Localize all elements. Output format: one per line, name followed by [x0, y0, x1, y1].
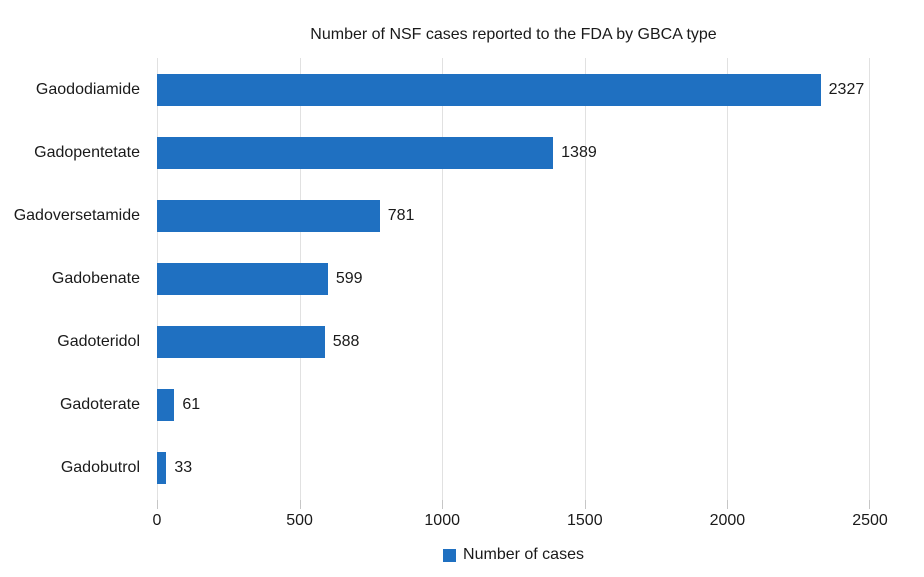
bar-row: 588: [157, 311, 870, 374]
category-axis: Gaododiamide Gadopentetate Gadoversetamide…: [0, 58, 148, 500]
x-axis-tick-label: 0: [152, 512, 162, 529]
x-axis-tick-label: 2000: [709, 512, 746, 529]
x-axis-tick-label: 1500: [567, 512, 603, 529]
x-axis-tick-label: 500: [286, 512, 313, 529]
legend-label: Number of cases: [463, 546, 584, 563]
category-label: Gaododiamide: [35, 80, 140, 98]
bar-row: 1389: [157, 121, 870, 184]
bar-value-label: 1389: [561, 143, 597, 161]
x-axis-tick: [869, 500, 870, 509]
bar: [157, 452, 167, 485]
bar: [157, 262, 328, 295]
category-label: Gadoteridol: [57, 333, 140, 351]
x-axis-tick: [727, 500, 729, 509]
x-axis-tick: [157, 500, 158, 509]
x-axis-tick-label: 2500: [852, 512, 888, 529]
category-label: Gadobenate: [51, 269, 140, 287]
bar-row: 2327: [157, 58, 870, 121]
category-label: Gadobutrol: [60, 459, 140, 477]
bar-value-label: 2327: [828, 80, 865, 98]
gridline: [442, 58, 444, 500]
x-axis-tick: [299, 500, 301, 509]
plot-area: 2327 1389 781 599 588 61 33: [157, 58, 870, 500]
bar: [157, 136, 554, 169]
bar-value-label: 61: [182, 396, 201, 414]
bar-value-label: 33: [174, 459, 193, 477]
bar-value-label: 781: [387, 206, 415, 224]
legend: Number of cases: [157, 546, 870, 564]
x-axis-tick-label: 1000: [424, 512, 460, 529]
category-label: Gadopentetate: [34, 143, 140, 161]
chart-title: Number of NSF cases reported to the FDA …: [310, 26, 717, 43]
legend-swatch-icon: [443, 548, 457, 562]
x-axis-labels: 0 500 1000 1500 2000 2500: [153, 512, 888, 532]
bar-row: 33: [157, 437, 870, 500]
bar-row: 61: [157, 374, 870, 437]
category-label: Gadoterate: [59, 396, 140, 414]
bar: [157, 389, 175, 422]
bar-row: 781: [157, 184, 870, 247]
bar-value-label: 599: [335, 269, 363, 287]
bar: [157, 199, 380, 232]
gridline: [869, 58, 870, 500]
bar: [157, 326, 325, 359]
bar-rows: 2327 1389 781 599 588 61 33: [157, 58, 870, 500]
gridline: [727, 58, 729, 500]
bar-value-label: 588: [332, 333, 360, 351]
category-label: Gadoversetamide: [13, 206, 140, 224]
gridline: [584, 58, 586, 500]
bar-row: 599: [157, 247, 870, 310]
x-axis-tick: [442, 500, 444, 509]
bar: [157, 73, 821, 106]
x-axis-ticks: [157, 500, 870, 509]
x-axis-tick: [584, 500, 586, 509]
